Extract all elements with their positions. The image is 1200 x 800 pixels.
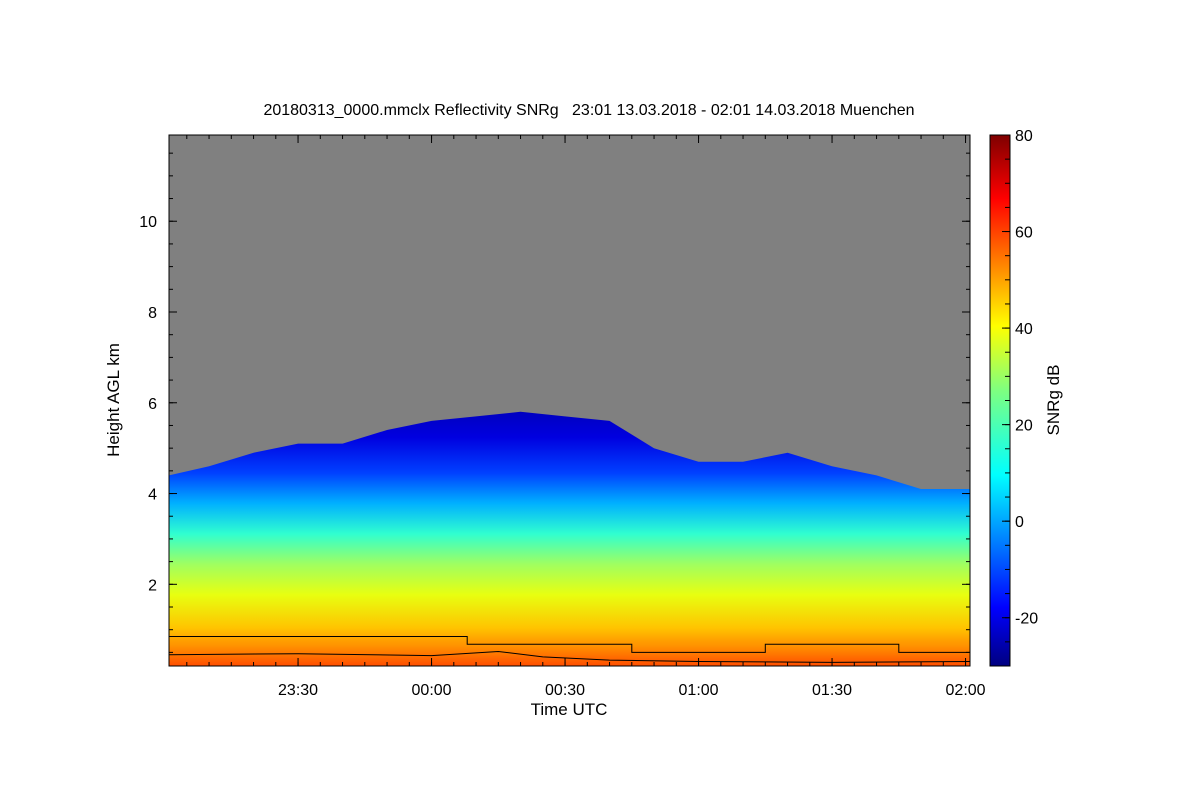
x-tick-label: 01:00 bbox=[679, 682, 719, 699]
colorbar-tick-label: 80 bbox=[1015, 128, 1033, 145]
y-axis: 2 4 6 8 10 bbox=[139, 152, 970, 653]
colorbar-axis: -20 0 20 40 60 80 bbox=[1002, 128, 1038, 643]
y-tick-label: 4 bbox=[148, 487, 157, 504]
colorbar-label: SNRg dB bbox=[1044, 365, 1063, 436]
x-axis-label: Time UTC bbox=[531, 700, 608, 719]
x-tick-label: 01:30 bbox=[812, 682, 852, 699]
y-tick-label: 10 bbox=[139, 214, 157, 231]
cloud-echo-area bbox=[169, 411, 970, 666]
colorbar-tick-label: 60 bbox=[1015, 225, 1033, 242]
colorbar-tick-label: 40 bbox=[1015, 321, 1033, 338]
y-axis-label: Height AGL km bbox=[104, 343, 123, 457]
colorbar-tick-label: 0 bbox=[1015, 514, 1024, 531]
x-tick-label: 00:30 bbox=[545, 682, 585, 699]
near-surface-echo bbox=[169, 643, 970, 666]
x-tick-label: 00:00 bbox=[412, 682, 452, 699]
y-tick-label: 2 bbox=[148, 577, 157, 594]
colorbar-tick-label: -20 bbox=[1015, 611, 1038, 628]
x-tick-label: 23:30 bbox=[278, 682, 318, 699]
y-tick-label: 8 bbox=[148, 305, 157, 322]
y-tick-label: 6 bbox=[148, 396, 157, 413]
x-tick-label: 02:00 bbox=[946, 682, 986, 699]
chart-title: 20180313_0000.mmclx Reflectivity SNRg 23… bbox=[263, 102, 914, 119]
colorbar-tick-label: 20 bbox=[1015, 418, 1033, 435]
step-line bbox=[169, 636, 970, 653]
x-axis: 23:30 00:00 00:30 01:00 01:30 02:00 bbox=[186, 135, 986, 699]
plot-frame bbox=[168, 134, 971, 667]
